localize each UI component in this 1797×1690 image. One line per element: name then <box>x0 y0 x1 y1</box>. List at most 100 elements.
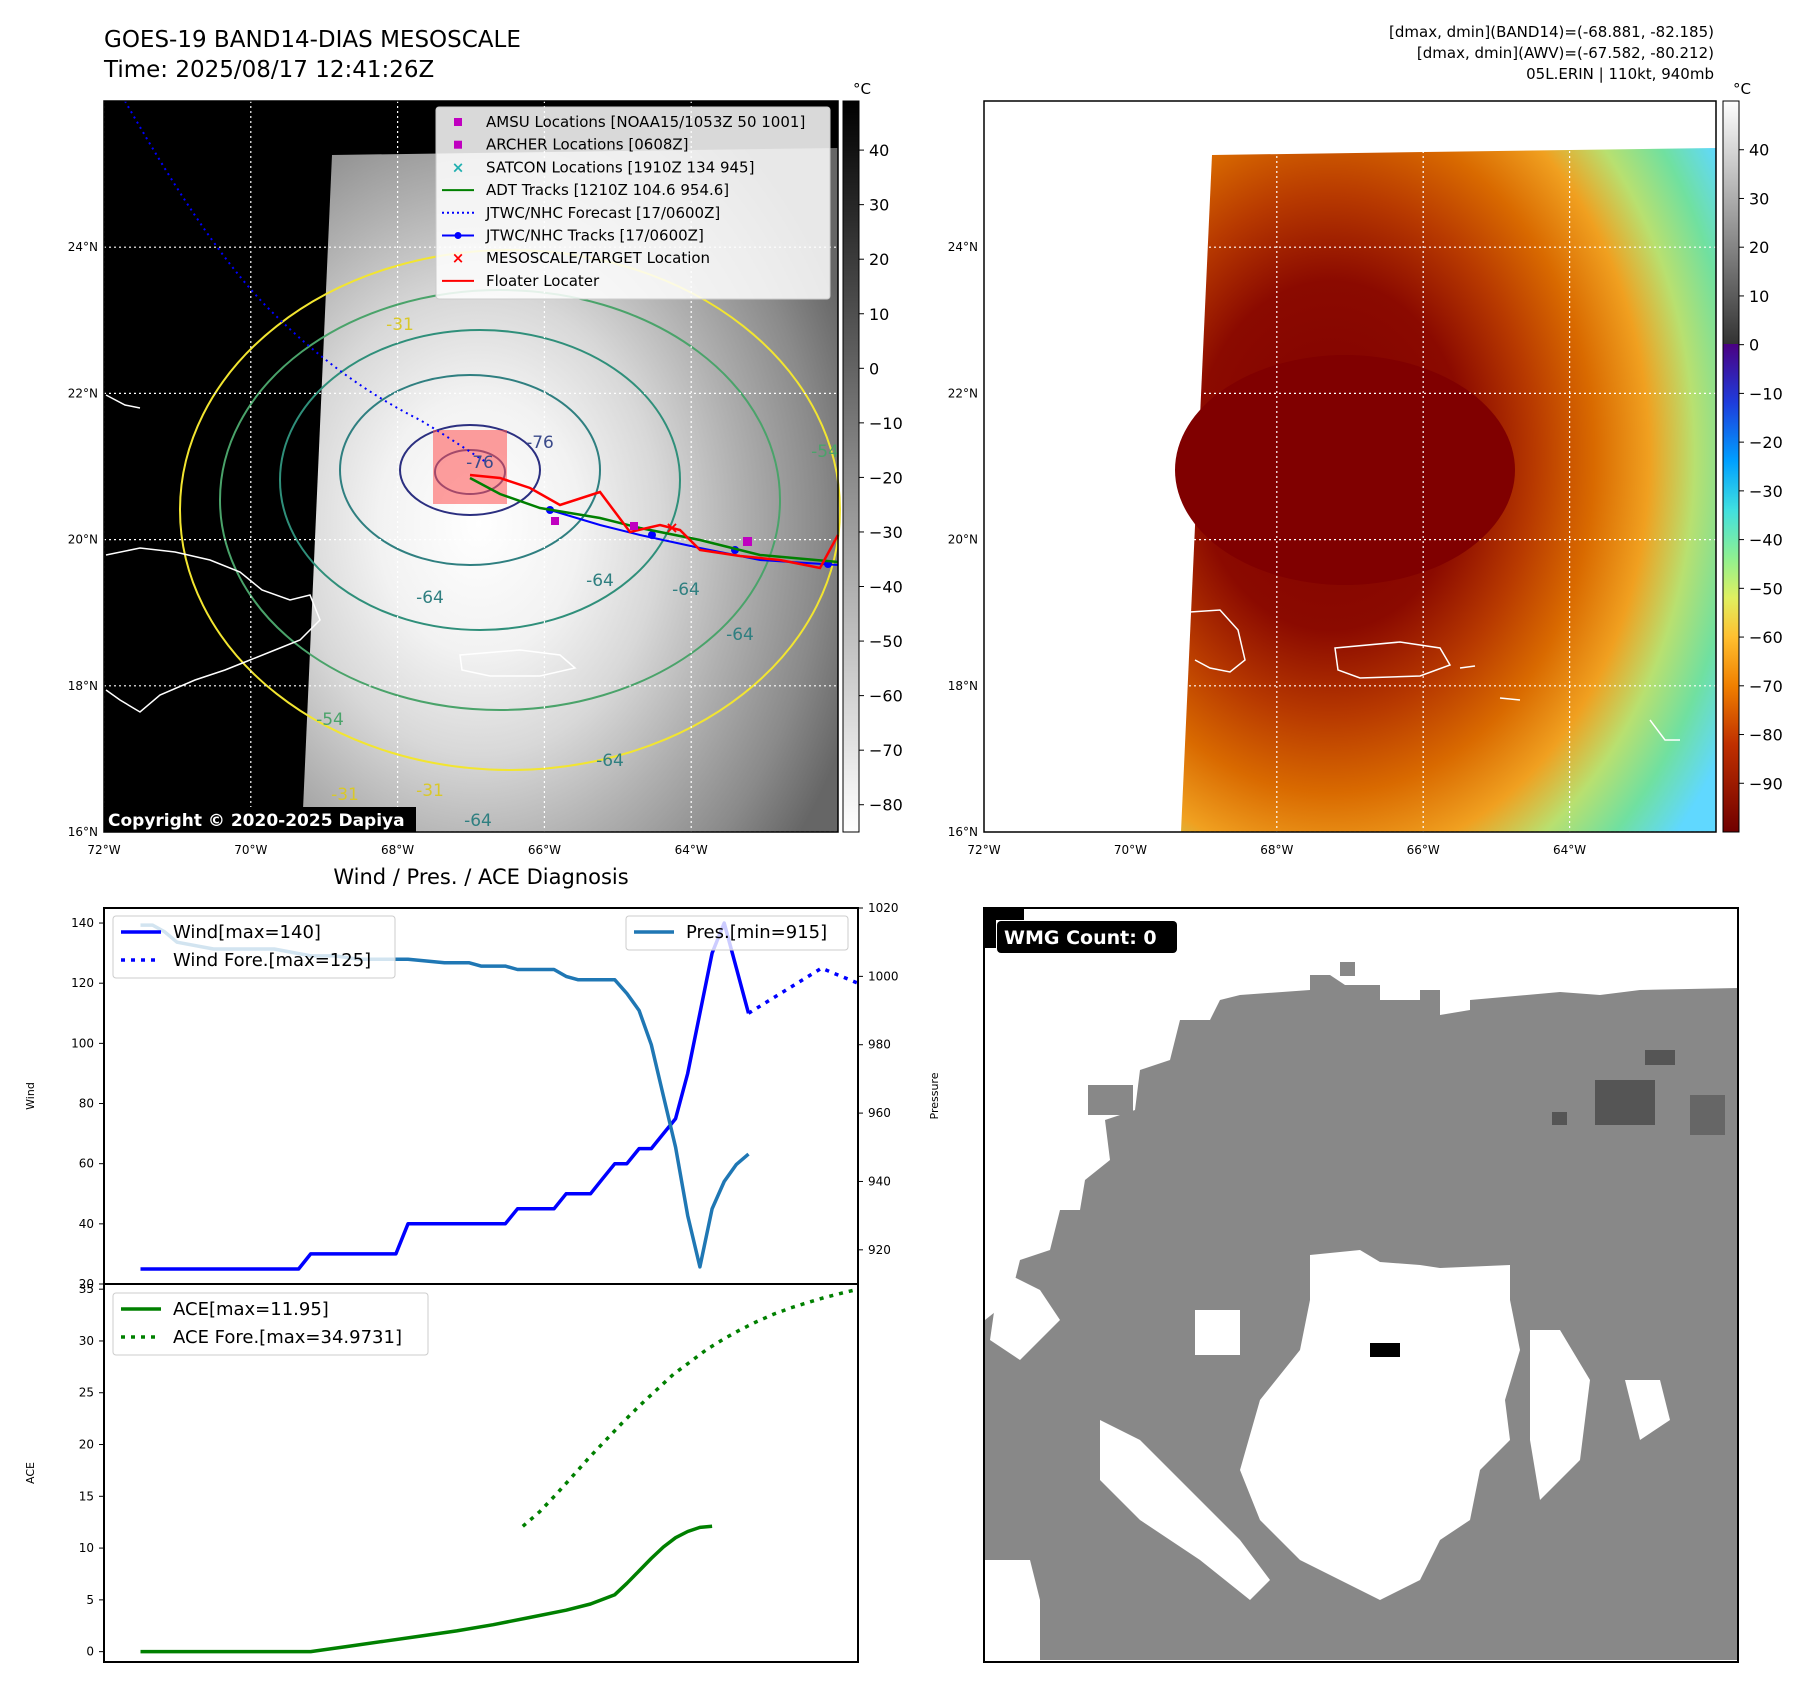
y-tick-label: 80 <box>79 1097 94 1111</box>
chart-legend-label: ACE[max=11.95] <box>173 1299 329 1320</box>
lon-tick-label: 64°W <box>1553 843 1586 857</box>
copyright-box <box>104 807 416 832</box>
lon-tick-label: 66°W <box>528 843 561 857</box>
colorbar-tick-label: 20 <box>869 250 889 269</box>
lat-tick-label: 22°N <box>68 386 98 400</box>
wmg-white-core <box>985 1250 1670 1610</box>
chart-frame <box>103 1283 859 1663</box>
y-tick-label: 40 <box>79 1217 94 1231</box>
contour-label: -64 <box>726 625 754 645</box>
y-tick-label: 0 <box>86 1645 94 1659</box>
wmg-label-box <box>997 921 1177 953</box>
mesoscale-target-marker: × <box>665 518 678 537</box>
left-map-lat-labels: 24°N 22°N 20°N 18°N 16°N <box>68 240 98 839</box>
legend-label: SATCON Locations [1910Z 134 945] <box>486 158 754 176</box>
right-map-lat-labels: 24°N 22°N 20°N 18°N 16°N <box>948 240 978 839</box>
floater-locater-track <box>469 473 840 570</box>
right-map-lon-labels: 72°W 70°W 68°W 66°W 64°W <box>967 843 1586 857</box>
colorbar-tick-label: 40 <box>869 141 889 160</box>
y-tick-label: 120 <box>71 976 94 990</box>
lon-tick-label: 68°W <box>381 843 414 857</box>
stats-line-1: [dmax, dmin](BAND14)=(-68.881, -82.185) <box>1389 23 1714 41</box>
wmg-dark-block <box>1595 1080 1655 1125</box>
legend-label: AMSU Locations [NOAA15/1053Z 50 1001] <box>486 113 805 131</box>
chart-legend-box <box>112 1292 429 1356</box>
y-tick-label: 100 <box>71 1036 94 1050</box>
colorbar-tick-label: −90 <box>1749 774 1783 793</box>
chart-legend-label: Pres.[min=915] <box>686 922 827 943</box>
legend-marker-square <box>454 118 462 126</box>
right-map-eye-region <box>1175 355 1515 585</box>
y-tick-label: 25 <box>79 1386 94 1400</box>
y-tick-label: 5 <box>86 1593 94 1607</box>
lon-tick-label: 70°W <box>234 843 267 857</box>
right-map-coastlines <box>1189 609 1680 741</box>
lat-tick-label: 24°N <box>68 240 98 254</box>
legend-label: JTWC/NHC Tracks [17/0600Z] <box>485 227 704 245</box>
stats-line-2: [dmax, dmin](AWV)=(-67.582, -80.212) <box>1416 44 1714 62</box>
colorbar-tick-label: −70 <box>1749 677 1783 696</box>
colorbar-tick-label: −40 <box>869 578 903 597</box>
colorbar-tick-label: −20 <box>869 468 903 487</box>
legend-label: JTWC/NHC Forecast [17/0600Z] <box>485 204 720 222</box>
legend-label: MESOSCALE/TARGET Location <box>486 249 710 267</box>
left-map-ir-swath <box>302 148 838 832</box>
y-tick-label: 15 <box>79 1489 94 1503</box>
amsu-location-marker <box>630 522 638 530</box>
contour-label: -31 <box>331 785 359 805</box>
legend-label: ARCHER Locations [0608Z] <box>486 136 689 154</box>
ace-chart: 35 30 25 20 15 10 5 0 ACE ACE[max=11.95] ACE Fore.… <box>24 1282 859 1663</box>
series-line-forecast <box>521 1287 858 1528</box>
map-legend-box <box>435 106 831 300</box>
legend-label: ADT Tracks [1210Z 104.6 954.6] <box>486 181 729 199</box>
y2-tick-label: 960 <box>868 1106 891 1120</box>
colorbar-tick-label: −60 <box>869 687 903 706</box>
contour-label: -31 <box>416 781 444 801</box>
wmg-count-label: WMG Count: 0 <box>1004 927 1157 949</box>
stats-line-3: 05L.ERIN | 110kt, 940mb <box>1526 65 1714 83</box>
wmg-dark-block <box>1645 1050 1675 1065</box>
y-axis-label: Wind <box>24 1082 37 1110</box>
contour-label: -64 <box>672 580 700 600</box>
left-map-frame <box>103 100 839 833</box>
left-colorbar-ticks: 40 30 20 10 0 −10 −20 −30 −40 −50 −60 −70 −80 <box>859 141 903 815</box>
legend-marker-square <box>454 140 462 149</box>
amsu-location-marker <box>743 537 752 546</box>
contour-label: -54 <box>811 442 839 462</box>
colorbar-tick-label: −50 <box>869 632 903 651</box>
colorbar-tick-label: −30 <box>869 523 903 542</box>
y-tick-label: 20 <box>79 1277 94 1291</box>
colorbar-tick-label: −60 <box>1749 628 1783 647</box>
contour-label: -54 <box>316 710 344 730</box>
y2-tick-label: 1000 <box>868 969 899 983</box>
lon-tick-label: 68°W <box>1260 843 1293 857</box>
left-map-coastlines <box>105 394 577 713</box>
left-map-lon-labels: 72°W 70°W 68°W 66°W 64°W <box>87 843 707 857</box>
y2-tick-label: 940 <box>868 1174 891 1188</box>
y2-axis-label: Pressure <box>928 1072 941 1119</box>
colorbar-tick-label: −40 <box>1749 531 1783 550</box>
right-colorbar-warm <box>1723 101 1739 344</box>
lon-tick-label: 66°W <box>1407 843 1440 857</box>
colorbar-tick-label: −10 <box>1749 384 1783 403</box>
contour-label: -64 <box>464 811 492 831</box>
series-line-observed <box>140 921 751 1271</box>
series-line-observed <box>140 1524 713 1654</box>
contour-label: -76 <box>526 433 554 453</box>
colorbar-tick-label: −20 <box>1749 433 1783 452</box>
chart-legend-box <box>112 915 396 979</box>
chart-legend-label: Wind[max=140] <box>173 922 321 943</box>
jtwc-forecast-track <box>124 100 487 463</box>
chart-legend-box <box>625 915 849 951</box>
y-tick-label: 10 <box>79 1541 94 1555</box>
title-line-2: Time: 2025/08/17 12:41:26Z <box>104 57 435 83</box>
right-colorbar-unit: °C <box>1733 80 1751 98</box>
archer-location-marker <box>551 517 559 525</box>
lon-tick-label: 72°W <box>967 843 1000 857</box>
colorbar-tick-label: 40 <box>1749 141 1769 160</box>
lat-tick-label: 20°N <box>68 533 98 547</box>
lat-tick-label: 24°N <box>948 240 978 254</box>
y2-tick-label: 1020 <box>868 901 899 915</box>
